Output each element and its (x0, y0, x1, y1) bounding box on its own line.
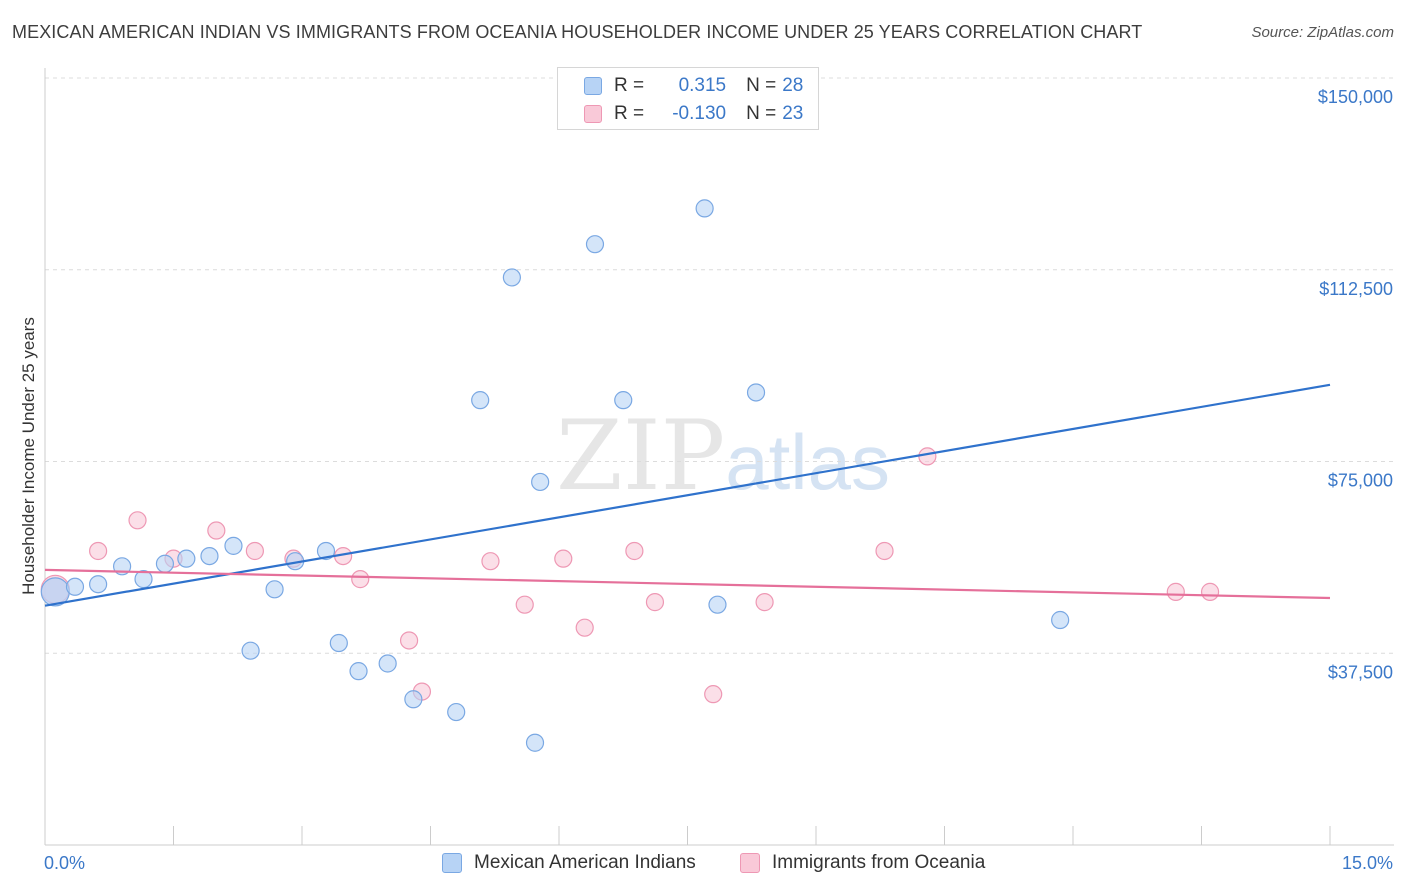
mexican-american-indian-point (404, 690, 423, 709)
legend-n-value: 28 (782, 75, 804, 96)
mexican-american-indian-point (155, 554, 175, 573)
legend-row-mexican-american-indians: R = 0.315 N = 28 (584, 73, 803, 99)
oceania-immigrant-point (207, 521, 226, 540)
mexican-american-indian-point (614, 391, 633, 410)
mexican-american-indian-trendline (44, 383, 1331, 607)
oceania-immigrant-point (128, 511, 147, 530)
mexican-american-indian-point (471, 391, 490, 410)
bottom-legend-label: Mexican American Indians (474, 852, 696, 873)
mexican-american-indian-point (502, 268, 521, 287)
mexican-american-indian-point (89, 575, 108, 594)
mexican-american-indian-point (316, 541, 336, 561)
mexican-american-indian-point (1051, 610, 1070, 630)
legend-n-value: 23 (782, 103, 804, 124)
oceania-immigrant-point (645, 593, 665, 612)
mexican-american-indian-point (531, 472, 550, 492)
x-tick-label: 15.0% (1342, 853, 1393, 873)
oceania-immigrant-point (351, 570, 370, 589)
bottom-legend-swatch-blue (442, 853, 462, 873)
oceania-immigrant-point (399, 631, 419, 650)
oceania-immigrant-point (89, 541, 108, 561)
oceania-immigrant-point (704, 685, 723, 704)
oceania-immigrant-point (1200, 582, 1220, 601)
stats-legend: R = 0.315 N = 28 R = -0.130 N = 23 (557, 67, 819, 130)
mexican-american-indian-point (177, 549, 196, 568)
oceania-immigrant-point (875, 541, 894, 561)
oceania-immigrant-point (245, 541, 264, 561)
bottom-legend-label: Immigrants from Oceania (772, 852, 986, 873)
x-tick-label: 0.0% (44, 853, 85, 873)
legend-r-label: R = (614, 103, 645, 124)
legend-row-immigrants-from-oceania: R = -0.130 N = 23 (584, 101, 803, 127)
mexican-american-indian-point (241, 641, 260, 660)
legend-r-value: 0.315 (678, 75, 727, 96)
oceania-immigrant-point (1166, 582, 1185, 601)
oceania-immigrant-point (918, 447, 937, 466)
y-axis-label: Householder Income Under 25 years (19, 317, 38, 595)
y-tick-label: $37,500 (1328, 662, 1393, 682)
source-label: Source: ZipAtlas.com (1251, 24, 1394, 41)
legend-swatch-pink (584, 105, 602, 123)
mexican-american-indian-point (447, 702, 466, 722)
legend-r-value: -0.130 (672, 103, 727, 124)
oceania-immigrant-point (575, 618, 594, 637)
y-tick-label: $112,500 (1319, 279, 1393, 299)
mexican-american-indian-point (585, 235, 605, 254)
oceania-immigrant-point (625, 541, 644, 561)
oceania-immigrant-point (481, 552, 500, 571)
mexican-american-indian-point (708, 595, 727, 614)
mexican-american-indian-point (224, 536, 243, 555)
legend-swatch-blue (584, 77, 602, 95)
mexican-american-indian-point (378, 654, 397, 673)
y-tick-label: $150,000 (1318, 87, 1393, 107)
mexican-american-indian-point (349, 662, 368, 681)
mexican-american-indian-point (329, 633, 348, 653)
legend-r-label: R = (614, 75, 645, 96)
mexican-american-indian-point (200, 546, 219, 566)
bottom-legend-immigrants-from-oceania: Immigrants from Oceania (740, 852, 985, 874)
chart-title: MEXICAN AMERICAN INDIAN VS IMMIGRANTS FR… (12, 22, 1143, 42)
mexican-american-indian-point (65, 577, 85, 596)
oceania-immigrant-point (515, 595, 534, 614)
bottom-legend-mexican-american-indians: Mexican American Indians (442, 852, 696, 874)
mexican-american-indian-point (134, 570, 153, 589)
oceania-immigrant-point (554, 549, 573, 568)
legend-n-label: N = (746, 103, 777, 124)
mexican-american-indian-point (525, 733, 545, 752)
y-tick-label: $75,000 (1328, 471, 1393, 491)
mexican-american-indian-point (695, 199, 714, 218)
bottom-legend-swatch-pink (740, 853, 760, 873)
mexican-american-indian-point (265, 580, 284, 599)
oceania-immigrant-trendline (44, 568, 1331, 600)
mexican-american-indian-point (746, 383, 766, 402)
legend-n-label: N = (746, 75, 777, 96)
oceania-immigrant-point (755, 593, 774, 612)
